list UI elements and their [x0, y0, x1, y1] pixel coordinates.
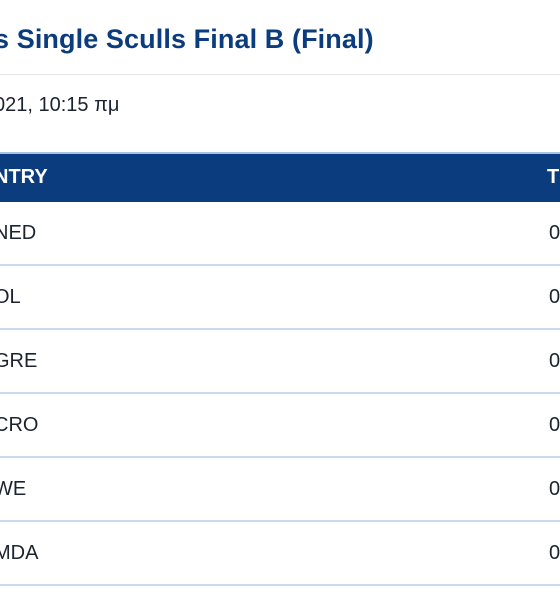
- time-cell: 0: [549, 414, 560, 436]
- country-cell: GRE: [0, 350, 38, 372]
- table-row: OL 0: [0, 266, 560, 330]
- time-cell: 0: [549, 478, 560, 500]
- results-table: NTRY T NED 0 OL 0 GRE 0 CRO 0 WE 0 MDA 0: [0, 152, 560, 586]
- time-cell: 0: [549, 222, 560, 244]
- table-row: GRE 0: [0, 330, 560, 394]
- event-title: s Single Sculls Final B (Final): [0, 24, 374, 54]
- column-header-time: T: [547, 166, 560, 188]
- table-row: MDA 0: [0, 522, 560, 586]
- country-cell: CRO: [0, 414, 39, 436]
- time-cell: 0: [549, 542, 560, 564]
- event-datetime: 021, 10:15 πμ: [0, 94, 120, 116]
- time-cell: 0: [549, 286, 560, 308]
- country-cell: OL: [0, 286, 21, 308]
- table-row: WE 0: [0, 458, 560, 522]
- title-divider: [0, 74, 560, 75]
- time-cell: 0: [549, 350, 560, 372]
- table-header: NTRY T: [0, 152, 560, 202]
- country-cell: MDA: [0, 542, 39, 564]
- country-cell: NED: [0, 222, 37, 244]
- country-cell: WE: [0, 478, 27, 500]
- table-row: CRO 0: [0, 394, 560, 458]
- table-row: NED 0: [0, 202, 560, 266]
- column-header-country: NTRY: [0, 166, 48, 188]
